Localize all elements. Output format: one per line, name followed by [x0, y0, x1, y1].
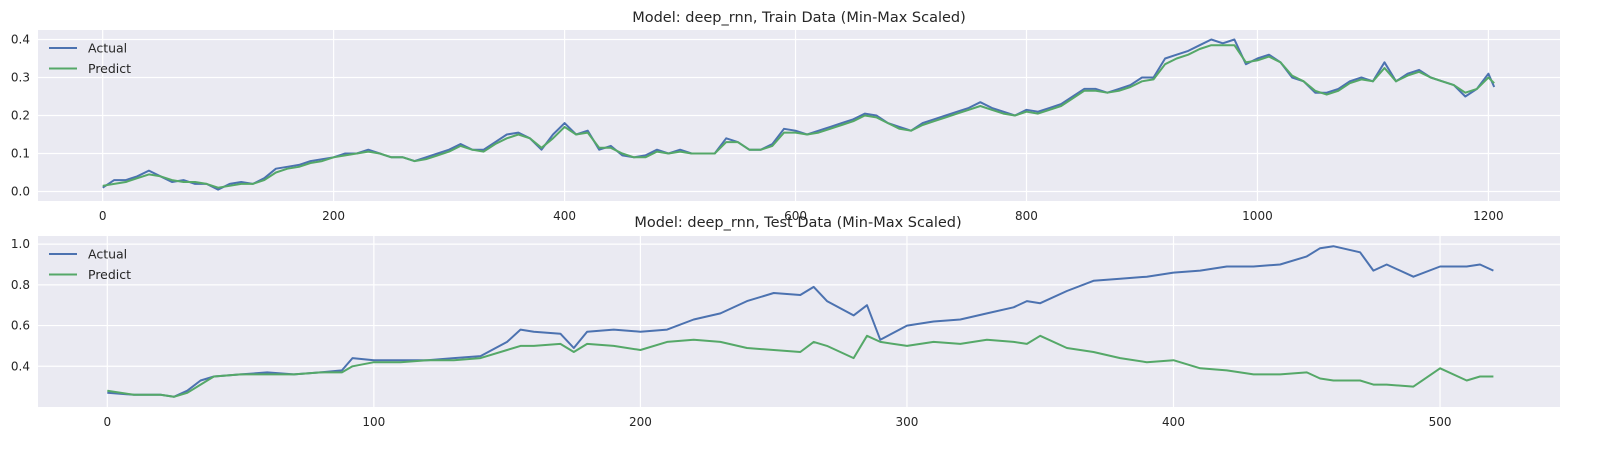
train-x-tick-label: 600: [784, 209, 807, 223]
test-series-layer: [107, 245, 1494, 398]
test-x-tick-labels: 0 100 200 300 400 500: [103, 415, 1451, 429]
test-x-tick-label: 300: [895, 415, 918, 429]
legend-label-predict: Predict: [88, 267, 131, 282]
train-x-tick-label: 1200: [1473, 209, 1504, 223]
test-grid-y: [38, 243, 1560, 367]
test-legend: Actual Predict: [49, 247, 131, 282]
test-x-tick-label: 200: [629, 415, 652, 429]
test-y-tick-labels: 0.4 0.6 0.8 1.0: [11, 237, 30, 373]
train-chart: 0 200 400 600 800 1000 1200 0.0 0.1 0.2 0.3 0.4 Mo…: [11, 10, 1560, 223]
legend-label-actual: Actual: [88, 41, 127, 56]
test-plot-area: [38, 236, 1560, 407]
train-x-tick-label: 1000: [1242, 209, 1273, 223]
train-x-tick-label: 0: [99, 209, 107, 223]
train-x-tick-label: 800: [1015, 209, 1038, 223]
legend-label-actual: Actual: [88, 247, 127, 262]
train-chart-title: Model: deep_rnn, Train Data (Min-Max Sca…: [632, 10, 966, 26]
test-y-tick-label: 0.6: [11, 319, 30, 333]
train-y-tick-label: 0.4: [11, 33, 30, 47]
train-series-predict-line: [102, 44, 1495, 189]
test-y-tick-label: 0.8: [11, 278, 30, 292]
test-chart: 0 100 200 300 400 500 0.4 0.6 0.8 1.0 Model: dee…: [11, 215, 1560, 429]
test-series-predict-line: [107, 334, 1494, 398]
test-x-tick-label: 0: [103, 415, 111, 429]
test-grid-x: [106, 236, 1441, 407]
train-series-layer: [102, 38, 1496, 191]
test-x-tick-label: 100: [362, 415, 385, 429]
legend-label-predict: Predict: [88, 61, 131, 76]
test-y-tick-label: 1.0: [11, 237, 30, 251]
train-y-tick-label: 0.2: [11, 109, 30, 123]
train-x-tick-label: 400: [553, 209, 576, 223]
test-y-tick-label: 0.4: [11, 359, 30, 373]
test-x-tick-label: 400: [1162, 415, 1185, 429]
train-legend: Actual Predict: [49, 41, 131, 76]
train-grid-y: [38, 38, 1560, 193]
train-x-tick-label: 200: [322, 209, 345, 223]
test-x-tick-label: 500: [1429, 415, 1452, 429]
train-x-tick-labels: 0 200 400 600 800 1000 1200: [99, 209, 1504, 223]
train-y-tick-labels: 0.0 0.1 0.2 0.3 0.4: [11, 33, 30, 199]
test-chart-title: Model: deep_rnn, Test Data (Min-Max Scal…: [634, 215, 961, 231]
train-y-tick-label: 0.0: [11, 185, 30, 199]
train-y-tick-label: 0.1: [11, 147, 30, 161]
train-y-tick-label: 0.3: [11, 71, 30, 85]
